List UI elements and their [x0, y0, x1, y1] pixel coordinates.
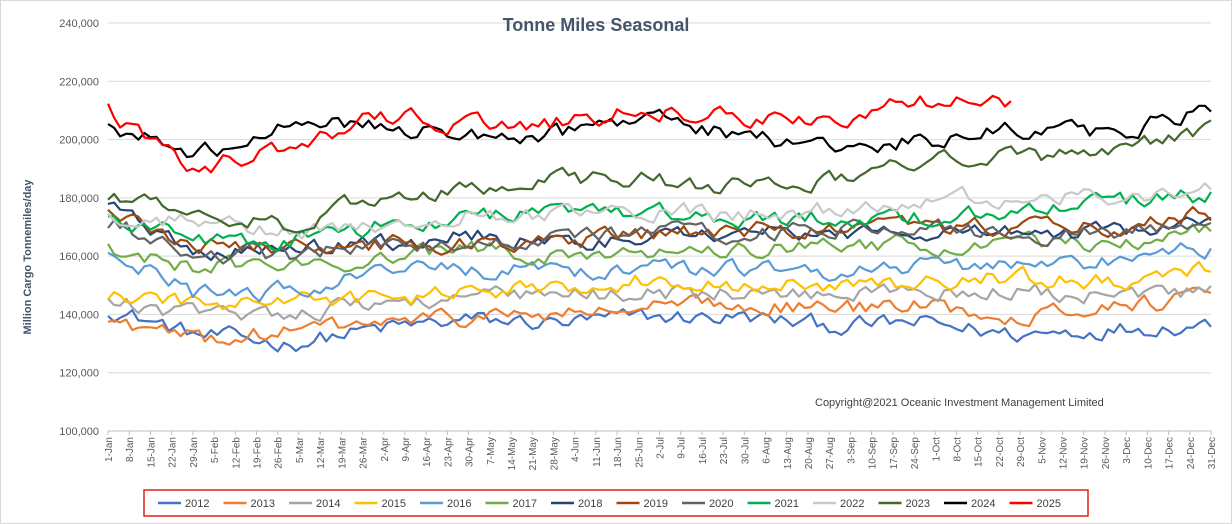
- x-tick-label: 17-Sep: [889, 437, 900, 470]
- x-tick-label: 16-Jul: [698, 437, 709, 464]
- x-tick-label: 21-May: [528, 437, 539, 470]
- x-tick-label: 23-Jul: [719, 437, 730, 464]
- x-tick-label: 20-Aug: [804, 437, 815, 469]
- x-tick-label: 9-Apr: [401, 436, 412, 461]
- legend-label-2017: 2017: [513, 498, 537, 510]
- legend-label-2013: 2013: [251, 498, 275, 510]
- x-tick-label: 15-Oct: [974, 437, 985, 467]
- y-tick-labels: 100,000 120,000 140,000 160,000 180,000 200,0…: [59, 18, 99, 438]
- x-tick-label: 22-Oct: [995, 437, 1006, 467]
- x-tick-label: 15-Jan: [146, 437, 157, 468]
- legend-label-2021: 2021: [775, 498, 799, 510]
- x-tick-label: 14-May: [507, 437, 518, 470]
- series-line-2025: [106, 94, 1012, 174]
- legend: 2012 2013 2014 2015 2016 2017 2018 2019 2020 2021…: [158, 498, 1061, 510]
- series-line-2021: [108, 189, 1212, 253]
- legend-label-2014: 2014: [316, 498, 340, 510]
- x-tick-label: 12-Nov: [1059, 437, 1070, 469]
- x-tick-label: 8-Jan: [125, 437, 136, 462]
- legend-label-2023: 2023: [906, 498, 930, 510]
- x-tick-label: 24-Sep: [910, 437, 921, 470]
- x-tick-label: 5-Mar: [295, 436, 306, 463]
- x-tick-label: 26-Nov: [1101, 437, 1112, 469]
- x-tick-label: 22-Jan: [168, 437, 179, 468]
- x-tick-label: 1-Jan: [104, 437, 115, 462]
- series-line-2012: [107, 308, 1212, 353]
- legend-label-2025: 2025: [1037, 498, 1061, 510]
- y-tick-label: 100,000: [59, 426, 99, 438]
- legend-label-2019: 2019: [644, 498, 668, 510]
- x-tick-label: 25-Jun: [634, 437, 645, 468]
- x-tick-label: 16-Apr: [422, 436, 433, 467]
- x-tick-label: 29-Oct: [1016, 437, 1027, 467]
- x-tick-label: 13-Aug: [783, 437, 794, 469]
- x-tick-label: 26-Feb: [274, 437, 285, 469]
- y-tick-label: 240,000: [59, 18, 99, 30]
- series-line-2017: [107, 223, 1212, 274]
- y-tick-label: 220,000: [59, 76, 99, 88]
- y-tick-label: 200,000: [59, 135, 99, 147]
- legend-label-2012: 2012: [185, 498, 209, 510]
- x-tick-labels: 1-Jan 8-Jan 15-Jan 22-Jan 29-Jan 5-Feb 12-Feb 1…: [104, 431, 1218, 470]
- x-tick-label: 3-Dec: [1122, 437, 1133, 464]
- x-tick-label: 24-Dec: [1186, 437, 1197, 469]
- x-tick-label: 4-Jun: [571, 437, 582, 462]
- x-tick-label: 28-May: [549, 437, 560, 470]
- copyright-annotation: Copyright@2021 Oceanic Investment Manage…: [815, 397, 1104, 409]
- x-tick-label: 10-Sep: [868, 437, 879, 470]
- legend-label-2018: 2018: [578, 498, 602, 510]
- x-tick-label: 10-Dec: [1143, 437, 1154, 469]
- x-tick-label: 31-Dec: [1207, 437, 1218, 469]
- x-tick-label: 19-Mar: [337, 436, 348, 468]
- series-line-2016: [107, 242, 1212, 303]
- legend-label-2016: 2016: [447, 498, 471, 510]
- legend-box: [143, 489, 1089, 517]
- y-tick-label: 120,000: [59, 368, 99, 380]
- x-tick-label: 12-Feb: [231, 437, 242, 469]
- x-tick-label: 27-Aug: [825, 437, 836, 469]
- x-tick-label: 7-May: [486, 437, 497, 465]
- x-tick-label: 17-Dec: [1165, 437, 1176, 469]
- series-line-2014: [107, 283, 1212, 323]
- x-tick-label: 1-Oct: [931, 437, 942, 462]
- chart-title: Tonne Miles Seasonal: [503, 15, 690, 35]
- x-tick-label: 23-Apr: [443, 436, 454, 467]
- x-tick-label: 5-Feb: [210, 437, 221, 464]
- series-line-2023: [107, 119, 1212, 234]
- x-tick-label: 8-Oct: [952, 437, 963, 462]
- x-tick-label: 26-Mar: [359, 436, 370, 468]
- x-tick-label: 30-Jul: [740, 437, 751, 464]
- x-tick-label: 18-Jun: [613, 437, 624, 468]
- x-tick-label: 19-Feb: [252, 437, 263, 469]
- x-tick-label: 2-Apr: [380, 436, 391, 461]
- series-line-2020: [107, 218, 1212, 265]
- series-line-2015: [107, 260, 1212, 311]
- x-tick-label: 6-Aug: [762, 437, 773, 464]
- legend-label-2024: 2024: [971, 498, 995, 510]
- x-tick-label: 12-Mar: [316, 436, 327, 468]
- y-tick-label: 180,000: [59, 193, 99, 205]
- series-lines: [106, 94, 1212, 353]
- x-tick-label: 9-Jul: [677, 437, 688, 459]
- x-tick-label: 19-Nov: [1080, 437, 1091, 469]
- x-tick-label: 2-Jul: [656, 437, 667, 459]
- series-line-2022: [107, 182, 1212, 240]
- x-tick-label: 29-Jan: [189, 437, 200, 468]
- legend-label-2015: 2015: [382, 498, 406, 510]
- x-tick-label: 3-Sep: [846, 437, 857, 464]
- y-axis-label: Million Cargo Tonnemiles/day: [22, 179, 34, 335]
- legend-label-2020: 2020: [709, 498, 733, 510]
- x-tick-label: 30-Apr: [465, 436, 476, 467]
- x-tick-label: 5-Nov: [1037, 437, 1048, 464]
- legend-label-2022: 2022: [840, 498, 864, 510]
- y-tick-label: 160,000: [59, 251, 99, 263]
- y-tick-label: 140,000: [59, 309, 99, 321]
- series-line-2024: [107, 104, 1212, 159]
- x-tick-label: 11-Jun: [592, 437, 603, 467]
- series-line-2013: [107, 286, 1212, 346]
